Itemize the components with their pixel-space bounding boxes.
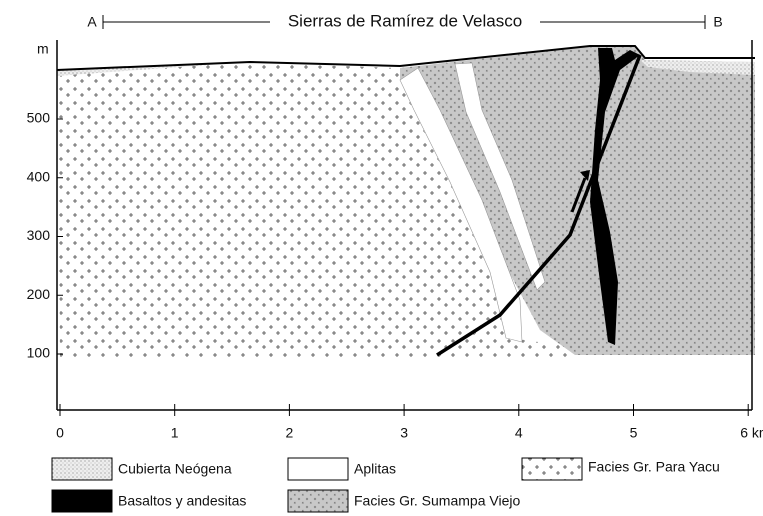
cross-section: A Sierras de Ramírez de Velasco B m Cubi… bbox=[0, 0, 763, 516]
x-tick-label: 2 bbox=[286, 425, 294, 441]
x-tick-label: 0 bbox=[56, 425, 64, 441]
y-unit: m bbox=[37, 41, 49, 57]
y-tick-label: 400 bbox=[27, 168, 51, 184]
label-b: B bbox=[713, 14, 722, 30]
y-tick-label: 100 bbox=[27, 345, 51, 361]
legend-swatch bbox=[52, 458, 112, 480]
x-tick-label: 3 bbox=[400, 425, 408, 441]
x-tick-label: 5 bbox=[630, 425, 638, 441]
legend-label: Facies Gr. Para Yacu bbox=[588, 459, 720, 475]
legend-swatch bbox=[288, 490, 348, 512]
legend-label: Facies Gr. Sumampa Viejo bbox=[354, 493, 520, 509]
legend-swatch bbox=[522, 458, 582, 480]
legend-swatch bbox=[52, 490, 112, 512]
title: Sierras de Ramírez de Velasco bbox=[288, 11, 522, 30]
x-tick-label: 1 bbox=[171, 425, 179, 441]
legend-label: Aplitas bbox=[354, 461, 396, 477]
x-tick-label: 6 km bbox=[740, 425, 763, 441]
x-tick-label: 4 bbox=[515, 425, 523, 441]
label-a: A bbox=[87, 14, 97, 30]
legend-swatch bbox=[288, 458, 348, 480]
y-tick-label: 300 bbox=[27, 227, 51, 243]
y-tick-label: 500 bbox=[27, 110, 51, 126]
legend-label: Cubierta Neógena bbox=[118, 461, 232, 477]
legend-label: Basaltos y andesitas bbox=[118, 493, 246, 509]
y-tick-label: 200 bbox=[27, 286, 51, 302]
